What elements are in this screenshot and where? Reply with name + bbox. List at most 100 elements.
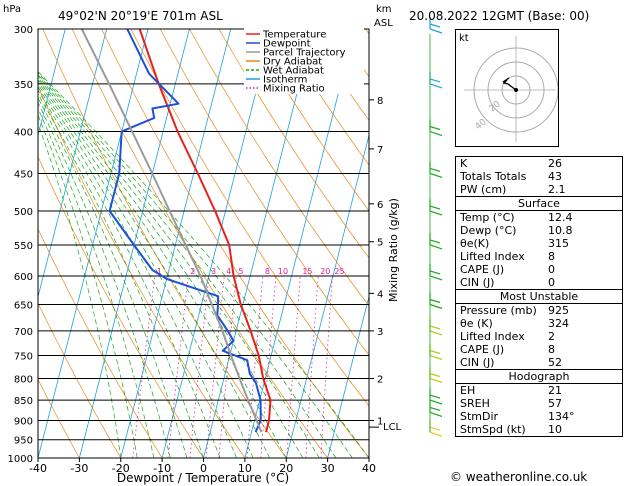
temp-tick-label: 40	[362, 462, 376, 475]
mixing-ratio-label: 8	[265, 267, 270, 276]
mixing-ratio-label: 25	[334, 267, 344, 276]
pressure-tick-label: 600	[14, 272, 33, 283]
mixing-ratio-label: 5	[238, 267, 243, 276]
wet-adiabat-line	[38, 89, 221, 458]
most-unstable-section: Most Unstable Pressure (mb) 925 θe (K) 324…	[456, 289, 622, 369]
hodograph-kt-label: kt	[459, 33, 469, 44]
surface-row: Dewp (°C) 10.8	[460, 224, 573, 237]
lcl-label: LCL	[383, 422, 402, 433]
wind-barb-flag	[429, 349, 441, 355]
wind-barb-flag	[429, 325, 441, 330]
mixing-ratio-axis-title: Mixing Ratio (g/kg)	[387, 198, 400, 302]
wind-barb-flag	[429, 406, 441, 412]
mu-row: θe (K) 324	[460, 317, 569, 330]
index-row-totals: Totals Totals 43	[460, 170, 562, 183]
mixing-ratio-line	[260, 275, 277, 458]
surface-row: Temp (°C) 12.4	[460, 211, 573, 224]
wind-barb-flag	[429, 354, 443, 361]
pressure-tick-label: 550	[14, 241, 33, 252]
wind-barb-flag	[429, 270, 441, 275]
wind-barb	[429, 400, 443, 418]
surface-row: CIN (J) 0	[460, 276, 555, 289]
hodograph-origin	[514, 88, 518, 92]
isotherm-line	[38, 29, 66, 137]
wind-barb-flag	[429, 244, 443, 250]
km-tick-label: 2	[377, 374, 383, 385]
hodograph-section: Hodograph EH 21 SREH 57 StmDir 134° StmSpd …	[456, 369, 622, 436]
mixing-ratio-line	[205, 275, 225, 458]
wind-barb-flag	[429, 411, 443, 418]
surface-row: Lifted Index 8	[460, 250, 555, 263]
km-tick-label: 8	[377, 96, 383, 107]
wind-barb-flag	[429, 394, 441, 399]
temp-tick-label: 20	[279, 462, 293, 475]
wind-barb	[429, 292, 443, 310]
most-unstable-title: Most Unstable	[456, 290, 622, 304]
series-dewpoint	[108, 29, 262, 433]
mixing-ratio-line	[189, 275, 210, 458]
wind-barb-flag	[429, 399, 443, 405]
isotherm-line	[120, 29, 232, 458]
legend-box	[244, 28, 364, 94]
isotherm-line	[203, 29, 314, 458]
wind-barb-flag	[429, 275, 443, 281]
pressure-tick-label: 650	[14, 301, 33, 312]
wet-adiabat-line	[38, 79, 287, 458]
wind-barb	[429, 343, 443, 361]
wind-barb	[429, 232, 443, 250]
pressure-tick-label: 850	[14, 396, 33, 407]
temp-tick-label: -20	[112, 462, 130, 475]
km-label: km	[376, 4, 392, 15]
legend-label: Mixing Ratio	[263, 84, 325, 95]
km-tick-label: 6	[377, 200, 383, 211]
mixing-ratio-line	[167, 275, 189, 458]
wind-barb-flag	[429, 298, 441, 304]
isotherm-line	[38, 29, 108, 299]
mu-row: Pressure (mb) 925	[460, 304, 569, 317]
pressure-tick-label: 450	[14, 169, 33, 180]
dry-adiabat-line	[218, 29, 369, 259]
dry-adiabat-line	[38, 378, 80, 458]
mixing-ratio-label: 4	[226, 267, 231, 276]
wind-barb-flag	[429, 130, 443, 137]
temp-tick-label: 30	[321, 462, 335, 475]
dry-adiabat-line	[277, 29, 369, 166]
dry-adiabat-line	[247, 29, 369, 212]
temp-tick-label: -40	[29, 462, 47, 475]
x-axis-title: Dewpoint / Temperature (°C)	[117, 471, 289, 485]
mixing-ratio-label: 15	[302, 267, 312, 276]
legend-label: Parcel Trajectory	[263, 48, 346, 59]
pressure-tick-label: 750	[14, 351, 33, 362]
hodograph-plot: kt 20 40	[455, 29, 559, 147]
wet-adiabat-line	[38, 107, 155, 458]
mixing-ratio-label: 10	[278, 267, 288, 276]
mixing-ratio-line	[305, 275, 319, 458]
index-row-pw: PW (cm) 2.1	[460, 183, 566, 196]
km-tick-label: 7	[377, 145, 383, 156]
copyright-footer: © weatheronline.co.uk	[450, 470, 588, 484]
legend-label: Temperature	[262, 30, 326, 41]
km-tick-label: 5	[377, 238, 383, 249]
wind-barb	[429, 119, 443, 137]
surface-row: CAPE (J) 0	[460, 263, 555, 276]
wind-barb-flag	[429, 23, 441, 28]
mu-row: CAPE (J) 8	[460, 343, 555, 356]
hodograph-title: Hodograph	[456, 370, 622, 384]
isotherm-line	[327, 295, 369, 458]
wind-barb-flag	[429, 372, 441, 378]
pressure-tick-label: 400	[14, 128, 33, 139]
legend-label: Isotherm	[263, 75, 307, 86]
surface-section: Surface Temp (°C) 12.4 Dewp (°C) 10.8 θe(K…	[456, 196, 622, 289]
mixing-ratio-line	[320, 275, 333, 458]
isotherm-line	[244, 29, 356, 458]
mu-row: CIN (J) 52	[460, 356, 562, 369]
pressure-tick-label: 800	[14, 374, 33, 385]
surface-row: θe(K) 315	[460, 237, 569, 250]
wind-barb	[429, 420, 443, 437]
wind-barb-flag	[429, 377, 443, 384]
legend-label: Wet Adiabat	[263, 66, 324, 77]
mixing-ratio-label: 2	[190, 267, 195, 276]
hodograph-ring-20: 20	[488, 99, 503, 114]
km-tick-label: 1	[377, 416, 383, 427]
